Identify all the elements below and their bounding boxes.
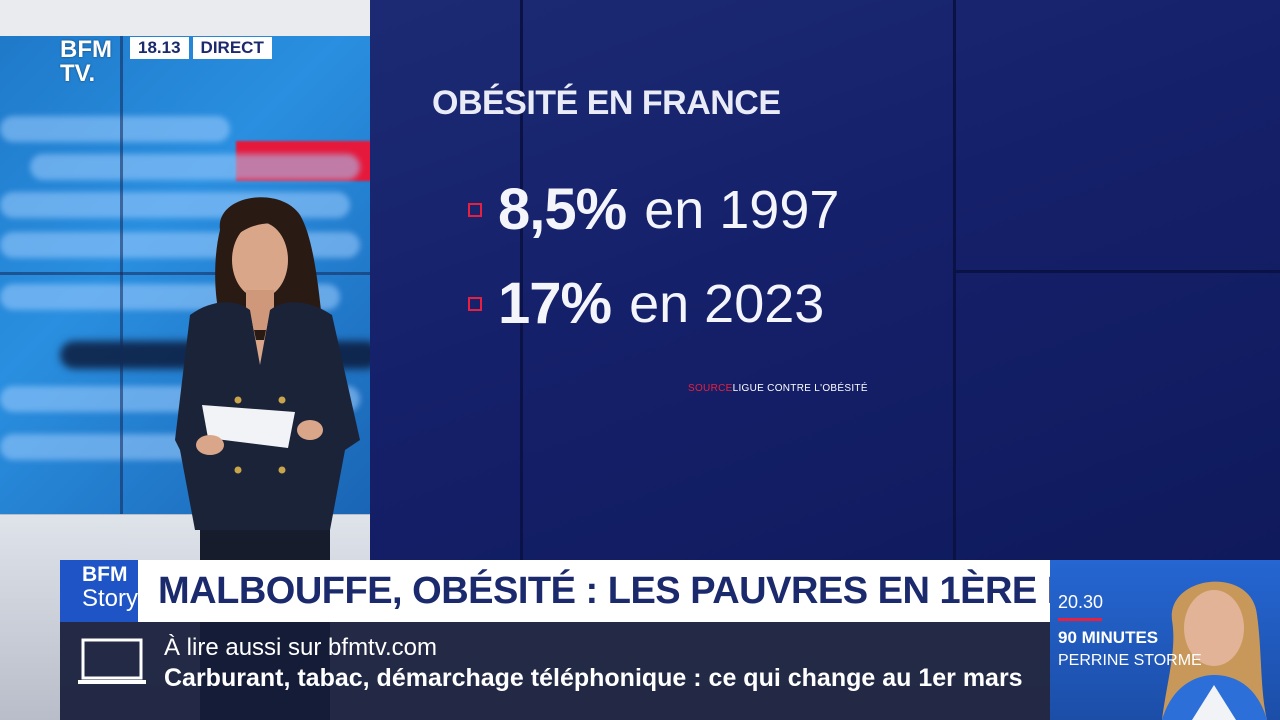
next-show: 90 MINUTES <box>1058 628 1159 647</box>
screen-seam <box>955 270 1280 273</box>
channel-logo: BFM TV. <box>60 38 126 92</box>
program-brand-line-1: BFM <box>82 563 128 586</box>
next-divider <box>1058 618 1102 621</box>
screen-title: OBÉSITÉ EN FRANCE <box>432 84 781 122</box>
headline-banner: BFM Story MALBOUFFE, OBÉSITÉ : LES PAUVR… <box>60 560 1161 622</box>
ticker-story: Carburant, tabac, démarchage téléphoniqu… <box>164 664 1023 692</box>
info-screen <box>370 0 1280 560</box>
next-programme-card: 20.30 90 MINUTES PERRINE STORME <box>1050 560 1280 720</box>
program-brand-line-2: Story <box>82 585 139 612</box>
screen-seam <box>120 36 123 514</box>
source-text: LIGUE CONTRE L'OBÉSITÉ <box>732 383 868 394</box>
stat-row: 17% en 2023 <box>468 270 824 337</box>
stat-text: en 1997 <box>644 179 840 240</box>
screen-seam <box>520 0 523 560</box>
blurred-text-line <box>0 116 230 142</box>
next-host: PERRINE STORME <box>1058 652 1202 669</box>
clock-time: 18.13 <box>130 37 189 59</box>
logo-line-1: BFM <box>60 36 112 63</box>
screen-seam <box>953 0 956 560</box>
blurred-text-line <box>30 154 360 180</box>
news-ticker: À lire aussi sur bfmtv.com Carburant, ta… <box>60 622 1050 720</box>
program-brand: BFM Story <box>60 560 139 622</box>
next-time: 20.30 <box>1058 592 1104 612</box>
headline-text: MALBOUFFE, OBÉSITÉ : LES PAUVRES EN 1ÈRE… <box>158 570 1161 612</box>
source-label: SOURCE <box>688 383 733 394</box>
logo-line-2: TV. <box>60 60 96 87</box>
live-label: DIRECT <box>192 37 272 59</box>
stat-row: 8,5% en 1997 <box>468 176 839 243</box>
stat-value: 8,5% <box>498 177 627 242</box>
source-credit: SOURCELIGUE CONTRE L'OBÉSITÉ <box>688 383 868 394</box>
bullet-icon <box>468 296 482 311</box>
bullet-icon <box>468 202 482 217</box>
stat-text: en 2023 <box>629 273 825 334</box>
clock-badge: 18.13 DIRECT <box>130 37 272 59</box>
screen-seam <box>0 272 380 275</box>
host-photo <box>1162 581 1267 720</box>
stat-value: 17% <box>498 271 612 336</box>
monitor-icon <box>78 638 146 684</box>
ticker-lead: À lire aussi sur bfmtv.com <box>164 634 437 661</box>
